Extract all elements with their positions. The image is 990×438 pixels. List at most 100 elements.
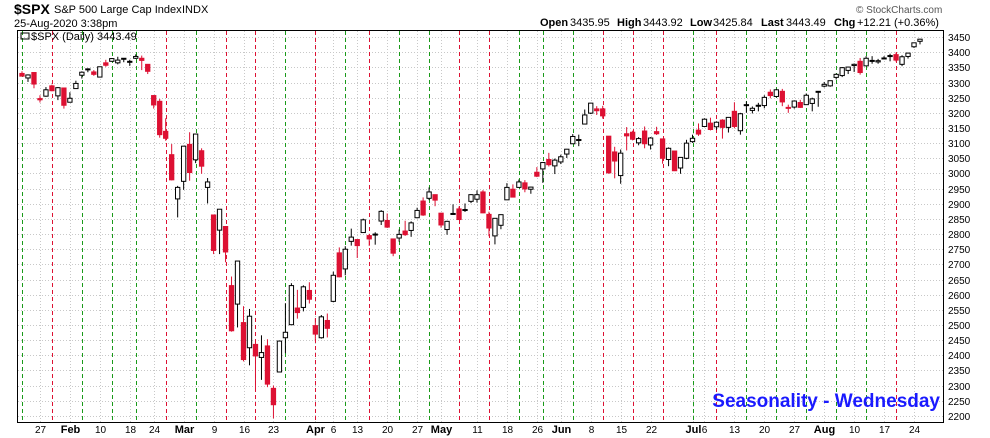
candle-body — [276, 340, 283, 373]
candle — [522, 180, 528, 193]
candle — [438, 212, 444, 228]
candle-body — [456, 208, 462, 221]
candle — [570, 134, 576, 145]
candle — [384, 213, 390, 229]
candle-body — [540, 162, 546, 170]
candle — [659, 138, 666, 164]
candle — [887, 53, 893, 62]
candle-body — [582, 114, 588, 125]
y-tick-label: 3000 — [948, 169, 971, 180]
y-tick-label: 2500 — [948, 321, 971, 332]
candle — [833, 73, 839, 80]
y-tick-label: 2250 — [948, 397, 971, 408]
candle-body — [372, 233, 378, 236]
y-tick-label: 3250 — [948, 94, 971, 105]
candle — [761, 95, 768, 109]
low-label: Low — [690, 17, 712, 29]
candle — [707, 117, 714, 131]
candle-body — [25, 74, 31, 79]
candle-body — [528, 186, 534, 190]
candle-body — [869, 59, 875, 62]
candle-body — [707, 122, 714, 131]
candle — [49, 84, 55, 92]
candle — [372, 232, 378, 245]
candle-body — [109, 58, 115, 62]
candle-body — [300, 286, 307, 308]
candle — [815, 90, 821, 107]
y-tick-label: 2350 — [948, 366, 971, 377]
x-tick-label: Mar — [175, 424, 195, 436]
y-tick-label: 2550 — [948, 306, 971, 317]
x-tick-label: May — [431, 424, 453, 436]
candle-body — [378, 210, 384, 222]
candle — [510, 184, 516, 198]
candle — [109, 57, 115, 62]
open-value: 3435.95 — [570, 17, 610, 29]
x-tick-label: 10 — [849, 425, 861, 436]
candle — [468, 194, 474, 204]
candle-body — [462, 209, 468, 212]
candle-body — [408, 222, 414, 231]
candle — [767, 89, 773, 99]
candle-body — [671, 150, 678, 172]
candle — [186, 132, 193, 181]
candle — [330, 271, 336, 303]
candle — [474, 190, 480, 203]
y-tick-label: 2700 — [948, 260, 971, 271]
candle — [378, 210, 384, 225]
candle — [121, 57, 127, 63]
candle — [635, 137, 642, 146]
candle-body — [606, 135, 612, 174]
candle-body — [414, 209, 420, 219]
candle — [79, 71, 85, 79]
candle — [875, 58, 881, 64]
candle-body — [653, 131, 660, 135]
candle — [402, 220, 408, 236]
x-tick-label: 27 — [789, 425, 801, 436]
y-tick-label: 2200 — [948, 412, 971, 423]
candle-body — [348, 236, 354, 242]
y-tick-label: 2650 — [948, 276, 971, 287]
candle-body — [79, 71, 85, 76]
last-label: Last — [761, 17, 784, 29]
candle — [773, 88, 779, 98]
y-tick-label: 3450 — [948, 33, 971, 44]
candle — [725, 116, 732, 133]
candle-body — [647, 137, 654, 146]
candle — [234, 260, 241, 328]
chg-value: +12.21 (+0.36%) — [857, 17, 939, 29]
candle — [25, 74, 31, 82]
candle — [300, 285, 307, 312]
x-tick-label: 15 — [616, 425, 628, 436]
candle — [85, 68, 91, 73]
candle — [797, 99, 803, 108]
y-tick-label: 2450 — [948, 336, 971, 347]
candle-body — [665, 147, 672, 161]
candle-body — [402, 230, 408, 236]
candle-body — [618, 152, 624, 177]
candle — [145, 63, 151, 75]
candle — [163, 118, 169, 141]
candle-body — [354, 239, 360, 247]
x-tick-label: 10 — [95, 425, 107, 436]
candle-body — [641, 130, 648, 145]
candle-body — [294, 307, 301, 314]
candle — [665, 147, 672, 167]
candle — [641, 126, 648, 149]
candle — [37, 95, 43, 103]
candle — [600, 105, 606, 119]
x-tick-label: 22 — [646, 425, 658, 436]
candle-body — [510, 188, 516, 198]
candle — [157, 98, 163, 138]
candle-body — [216, 208, 223, 231]
candle-body — [659, 138, 666, 159]
candle — [180, 145, 187, 190]
candle — [606, 135, 612, 174]
x-tick-label: Apr — [306, 424, 326, 436]
candle-body — [773, 89, 779, 97]
x-tick-label: 24 — [149, 425, 161, 436]
x-tick-label: 6 — [331, 425, 337, 436]
candle — [618, 149, 624, 184]
candle-body — [719, 119, 726, 128]
candle — [486, 211, 492, 237]
